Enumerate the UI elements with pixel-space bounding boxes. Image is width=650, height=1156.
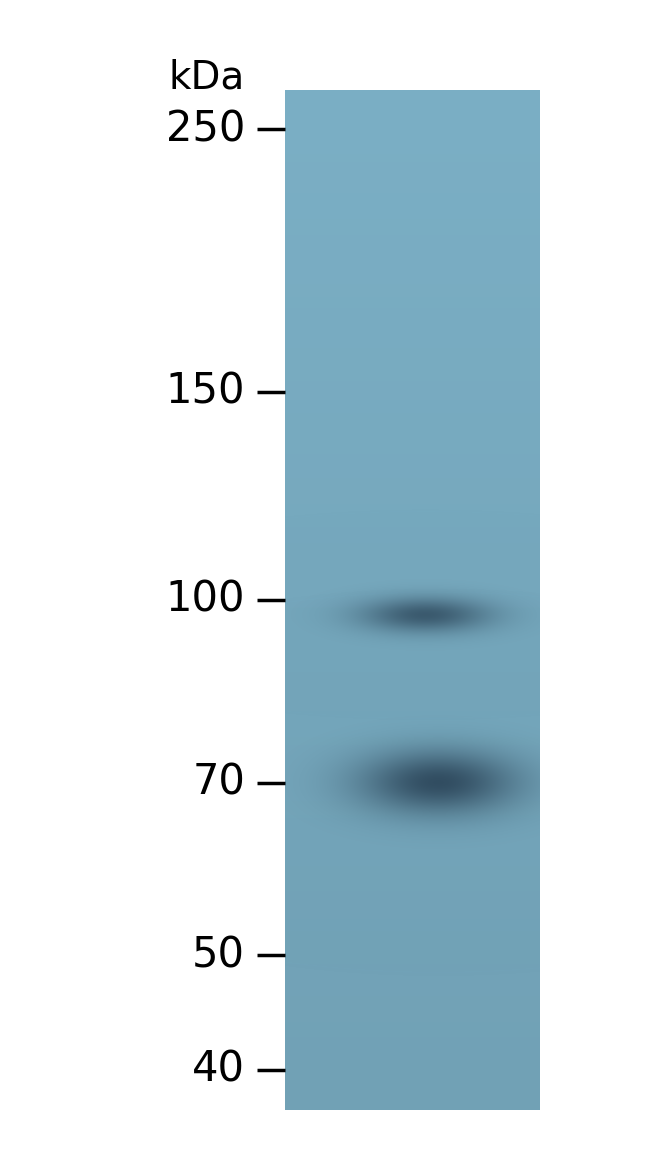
- Text: 100: 100: [166, 579, 245, 621]
- Text: 70: 70: [192, 762, 245, 803]
- Text: kDa: kDa: [169, 59, 245, 96]
- Text: 150: 150: [166, 371, 245, 413]
- Text: 40: 40: [192, 1048, 245, 1091]
- Text: 50: 50: [192, 934, 245, 977]
- Text: 250: 250: [166, 109, 245, 150]
